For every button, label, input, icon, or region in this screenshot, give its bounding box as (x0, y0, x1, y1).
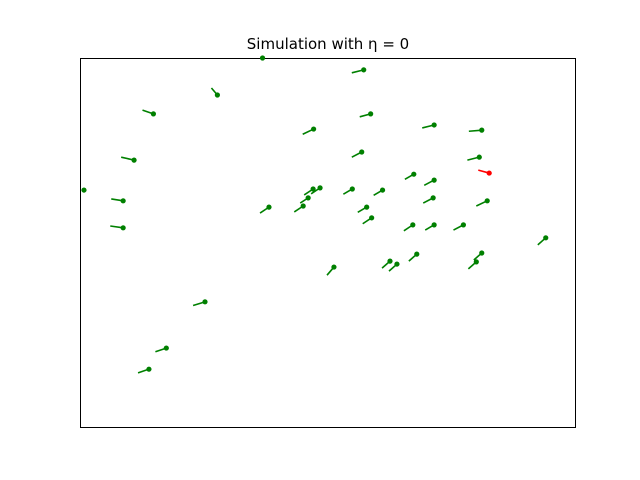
agent (362, 215, 375, 225)
agent (111, 198, 126, 204)
agent-point (368, 111, 374, 117)
agent (453, 222, 467, 231)
agent-point (81, 187, 87, 193)
agent (326, 264, 337, 276)
agent (467, 154, 482, 161)
agent (155, 345, 169, 353)
agent (424, 222, 437, 231)
agent-point (431, 222, 437, 228)
agent-point (411, 171, 417, 177)
agent-point (163, 345, 169, 351)
agent-point (259, 55, 266, 61)
agent-point (300, 203, 306, 209)
agent-point (484, 198, 490, 204)
agent-point (146, 366, 152, 372)
agent (403, 222, 416, 232)
agent-point (317, 185, 323, 191)
agent (422, 122, 437, 129)
agent (408, 251, 420, 262)
agent-point (473, 259, 479, 265)
agent (142, 109, 157, 117)
agent (210, 87, 220, 98)
agent-highlighted (478, 169, 492, 176)
agent-point (479, 250, 485, 256)
axes-frame (80, 58, 576, 428)
agent-point (379, 187, 386, 193)
agent-point (202, 299, 208, 305)
agent-point (431, 177, 437, 183)
agent-point (476, 154, 482, 160)
agent-point (331, 264, 337, 270)
agent (473, 250, 485, 261)
agent-point (364, 204, 370, 210)
agent-point (486, 170, 492, 176)
agent (404, 171, 417, 181)
agents-layer (81, 55, 549, 374)
agent-point (311, 126, 317, 132)
agent (388, 261, 400, 272)
agent-point (543, 235, 549, 241)
agent (422, 195, 436, 204)
agent-point (266, 204, 272, 210)
agent (423, 177, 437, 186)
agent (293, 203, 306, 213)
agent (351, 67, 367, 74)
agent-point (131, 157, 137, 163)
agent-point (394, 261, 400, 267)
agent-point (430, 195, 436, 201)
agent (310, 185, 323, 195)
agent-point (214, 92, 220, 98)
agent (81, 187, 87, 193)
agent-point (479, 127, 485, 133)
agent-point (120, 198, 126, 204)
agent (110, 225, 126, 231)
agent (259, 204, 272, 214)
agent (192, 299, 208, 307)
agent-point (460, 222, 467, 228)
agent-point (414, 251, 420, 257)
agent (137, 366, 152, 374)
agent (359, 111, 374, 118)
agent (120, 156, 137, 163)
agent (259, 55, 266, 61)
agent-point (359, 149, 365, 155)
agent-point (410, 222, 416, 228)
agent (373, 187, 386, 196)
agent (381, 258, 393, 269)
agent (468, 127, 485, 133)
agent-point (387, 258, 393, 264)
agent-point (120, 225, 126, 231)
agent (357, 204, 370, 213)
agent (351, 149, 365, 158)
agent-point (349, 186, 355, 192)
agent (537, 235, 549, 246)
agent-point (361, 67, 367, 73)
agent-point (305, 195, 311, 201)
agent-point (150, 111, 157, 117)
agent-point (369, 215, 375, 221)
chart-title: Simulation with η = 0 (247, 35, 409, 53)
agent-point (310, 186, 316, 192)
agent (302, 126, 317, 135)
agent (467, 259, 479, 270)
agent (342, 186, 355, 195)
agent (299, 195, 311, 204)
agent (475, 198, 490, 207)
agent-point (431, 122, 437, 128)
agent (303, 186, 316, 196)
